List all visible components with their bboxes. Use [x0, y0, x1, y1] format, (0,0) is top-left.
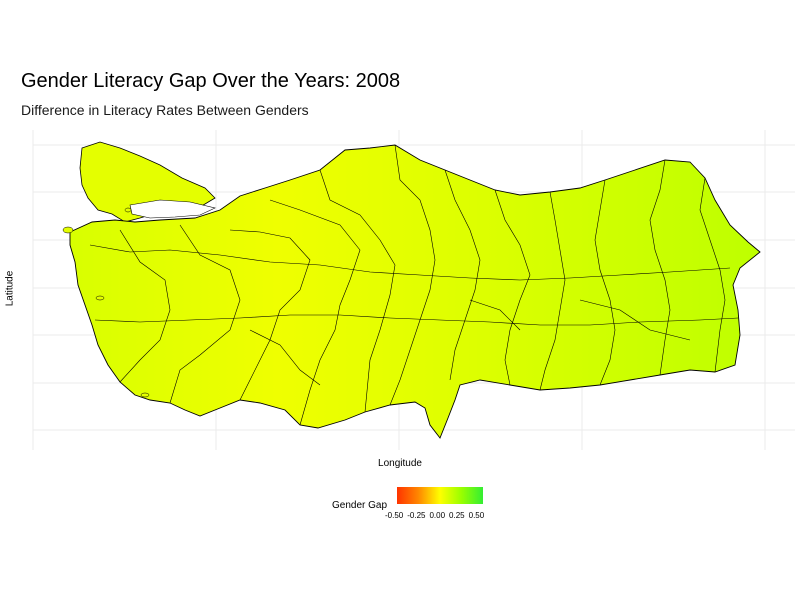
islands	[62, 207, 150, 398]
marmara-sea	[129, 199, 216, 219]
chart-title: Gender Literacy Gap Over the Years: 2008	[21, 70, 401, 92]
legend-ticks: -0.50 -0.25 0.00 0.25 0.50	[385, 511, 488, 520]
legend-title: Gender Gap	[332, 500, 388, 511]
y-axis-label: Latitude	[4, 270, 16, 307]
legend-tick: 0.25	[449, 511, 465, 520]
legend-tick: 0.00	[429, 511, 446, 520]
legend-tick: 0.50	[468, 511, 485, 520]
legend-colorbar	[397, 487, 483, 504]
x-axis-label: Longitude	[378, 458, 422, 469]
region-anatolia	[69, 144, 761, 439]
legend-tick: -0.25	[407, 511, 426, 520]
chart-subtitle: Difference in Literacy Rates Between Gen…	[21, 102, 309, 118]
province-borders	[89, 144, 739, 426]
legend-tick: -0.50	[385, 511, 404, 520]
